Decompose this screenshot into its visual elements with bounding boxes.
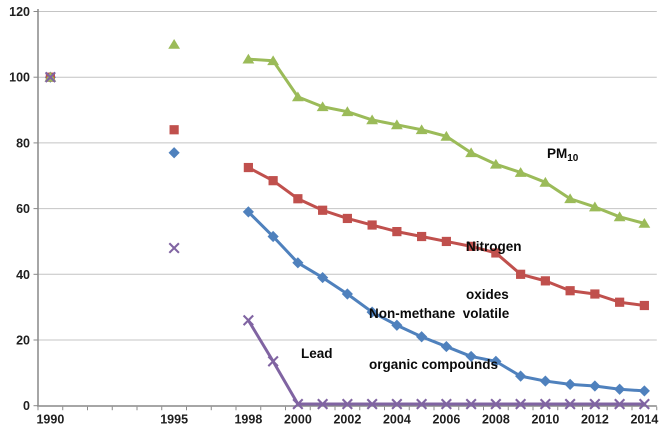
series-label-nmvoc: Non-methane volatile organic compounds xyxy=(369,271,509,407)
series-label-pm10-subscript: 10 xyxy=(567,153,579,164)
series-label-nmvoc-line2: organic compounds xyxy=(369,357,499,372)
series-label-lead: Lead xyxy=(301,346,333,361)
axes xyxy=(33,9,658,411)
x-axis-tick-label: 1995 xyxy=(160,413,188,427)
x-axis-tick-label: 1990 xyxy=(36,413,64,427)
series-pm10 xyxy=(44,38,651,228)
x-axis-tick-label: 2008 xyxy=(482,413,510,427)
series-label-nitrogen-oxides-line2: oxides xyxy=(466,287,509,302)
y-axis-tick-label: 80 xyxy=(16,136,30,150)
y-axis-tick-label: 120 xyxy=(9,5,30,19)
y-axis-tick-label: 20 xyxy=(16,334,30,348)
x-axis-tick-label: 1998 xyxy=(234,413,262,427)
x-axis-tick-label: 2012 xyxy=(581,413,609,427)
x-axis-tick-label: 2006 xyxy=(432,413,460,427)
axis-tick-labels: 0 20 40 60 80 100 120 1990 1995 1998 2000 2002 2004 2… xyxy=(9,5,658,427)
series-nitrogen-oxides xyxy=(45,72,649,311)
x-axis-tick-label: 2002 xyxy=(333,413,361,427)
series-label-nmvoc-line1: Non-methane volatile xyxy=(369,306,510,321)
y-axis-tick-label: 40 xyxy=(16,268,30,282)
series-label-pm10-text: PM xyxy=(547,146,568,161)
x-axis-tick-label: 2014 xyxy=(630,413,658,427)
x-axis-tick-label: 2000 xyxy=(284,413,312,427)
series-non-methane-volatile-organic-compounds xyxy=(44,71,650,397)
y-axis-tick-label: 0 xyxy=(23,399,30,413)
series-label-pm10: PM10 xyxy=(547,146,578,164)
y-axis-tick-label: 100 xyxy=(9,71,30,85)
series-label-nitrogen-oxides: Nitrogen oxides xyxy=(466,207,522,335)
y-axis-tick-label: 60 xyxy=(16,202,30,216)
x-axis-tick-label: 2004 xyxy=(383,413,411,427)
gridlines xyxy=(38,11,657,341)
series-lead xyxy=(44,71,650,410)
series-label-nitrogen-oxides-line1: Nitrogen xyxy=(466,239,522,254)
x-axis-tick-label: 2010 xyxy=(531,413,559,427)
